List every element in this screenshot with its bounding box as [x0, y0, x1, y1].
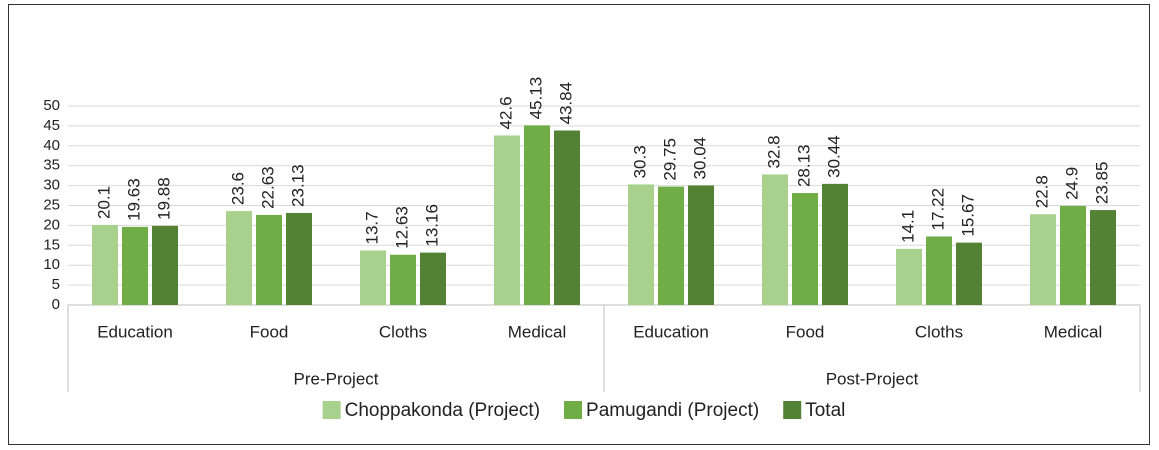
- bar: [926, 236, 952, 305]
- data-label: 43.84: [556, 82, 575, 125]
- bar: [1090, 210, 1116, 305]
- data-label: 19.88: [154, 177, 173, 220]
- x-tick-label: Food: [250, 322, 289, 341]
- group-label: Pre-Project: [293, 369, 378, 388]
- data-label: 12.63: [392, 206, 411, 249]
- bar: [822, 183, 848, 305]
- data-label: 15.67: [958, 194, 977, 237]
- bar: [420, 252, 446, 305]
- data-label: 24.9: [1062, 167, 1081, 200]
- data-label: 32.8: [764, 135, 783, 168]
- y-tick-label: 0: [52, 296, 60, 313]
- bar: [658, 186, 684, 305]
- y-tick-label: 20: [43, 216, 60, 233]
- data-label: 13.16: [422, 204, 441, 247]
- bar: [360, 250, 386, 305]
- y-tick-label: 10: [43, 256, 60, 273]
- legend-label: Total: [805, 400, 845, 421]
- legend-label: Choppakonda (Project): [345, 400, 540, 421]
- bar: [628, 184, 654, 305]
- y-tick-label: 15: [43, 236, 60, 253]
- y-tick-label: 40: [43, 137, 60, 154]
- y-tick-label: 35: [43, 157, 60, 174]
- bar: [226, 211, 252, 305]
- legend-swatch: [322, 401, 341, 419]
- data-label: 28.13: [794, 144, 813, 187]
- group-label: Post-Project: [826, 369, 919, 388]
- data-label: 30.3: [630, 145, 649, 178]
- bar: [1030, 214, 1056, 305]
- bar: [494, 135, 520, 305]
- x-tick-label: Cloths: [379, 322, 427, 341]
- x-tick-label: Cloths: [915, 322, 963, 341]
- data-label: 23.13: [288, 164, 307, 207]
- x-tick-label: Medical: [1044, 322, 1103, 341]
- bar: [92, 225, 118, 305]
- bar: [524, 125, 550, 305]
- data-label: 14.1: [898, 210, 917, 243]
- legend-swatch: [783, 401, 802, 419]
- data-label: 22.8: [1032, 175, 1051, 208]
- x-tick-label: Education: [97, 322, 173, 341]
- data-label: 23.85: [1092, 162, 1111, 205]
- data-label: 17.22: [928, 188, 947, 231]
- x-tick-label: Food: [786, 322, 825, 341]
- bar: [554, 130, 580, 305]
- bar: [390, 254, 416, 305]
- bar: [1060, 205, 1086, 305]
- data-label: 29.75: [660, 138, 679, 181]
- y-tick-label: 45: [43, 117, 60, 134]
- y-tick-label: 25: [43, 196, 60, 213]
- x-tick-label: Medical: [508, 322, 567, 341]
- data-label: 20.1: [94, 186, 113, 219]
- bar: [792, 193, 818, 305]
- y-tick-label: 5: [52, 276, 60, 293]
- bar: [122, 226, 148, 305]
- data-label: 42.6: [496, 96, 515, 129]
- bar: [152, 225, 178, 305]
- bar: [896, 248, 922, 305]
- bar: [286, 212, 312, 305]
- data-label: 30.04: [690, 137, 709, 180]
- data-label: 13.7: [362, 211, 381, 244]
- legend-swatch: [564, 401, 583, 419]
- data-label: 45.13: [526, 77, 545, 120]
- x-tick-label: Education: [633, 322, 709, 341]
- legend-label: Pamugandi (Project): [586, 400, 759, 421]
- data-label: 30.44: [824, 135, 843, 178]
- data-label: 23.6: [228, 172, 247, 205]
- bar: [256, 214, 282, 305]
- bar: [762, 174, 788, 305]
- y-tick-label: 30: [43, 177, 60, 194]
- bar: [956, 242, 982, 305]
- y-tick-label: 50: [43, 97, 60, 114]
- data-label: 22.63: [258, 166, 277, 209]
- data-label: 19.63: [124, 178, 143, 221]
- bar: [688, 185, 714, 305]
